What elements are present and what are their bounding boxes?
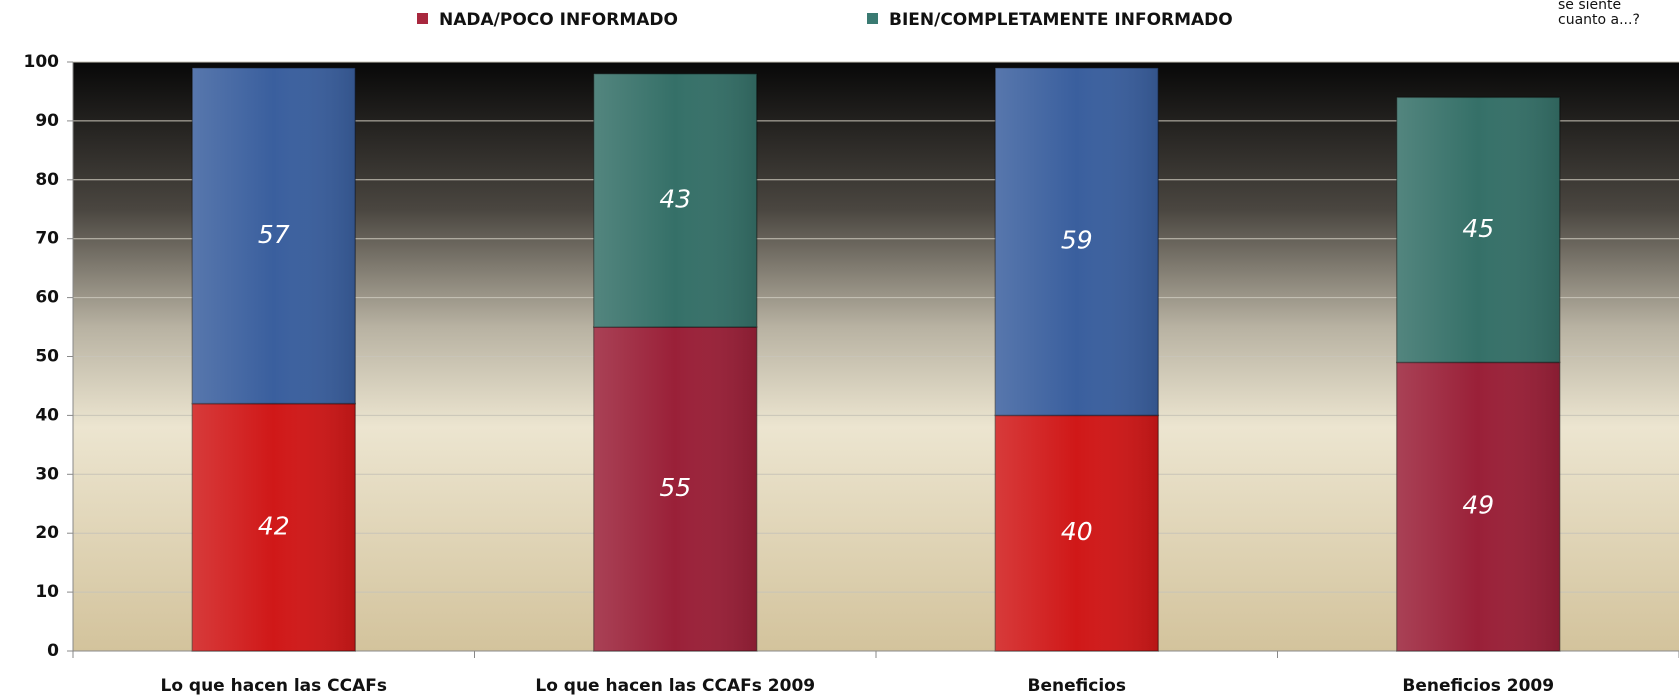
y-tick-label: 40 bbox=[35, 405, 59, 425]
bar-shine bbox=[192, 403, 356, 651]
y-tick-label: 50 bbox=[35, 347, 59, 367]
bar-shine bbox=[593, 327, 757, 651]
annotation: cuanto a...? bbox=[1558, 12, 1640, 28]
y-tick-label: 70 bbox=[35, 229, 59, 249]
legend-label: BIEN/COMPLETAMENTE INFORMADO bbox=[889, 10, 1233, 30]
y-tick-label: 60 bbox=[35, 288, 59, 308]
bar-shine bbox=[1396, 97, 1560, 363]
data-label: 42 bbox=[258, 511, 290, 540]
bar-shine bbox=[593, 73, 757, 328]
data-label: 59 bbox=[1061, 226, 1093, 255]
x-tick-label: Lo que hacen las CCAFs bbox=[160, 676, 387, 696]
bar-shine bbox=[995, 415, 1159, 651]
legend-label: NADA/POCO INFORMADO bbox=[439, 10, 678, 30]
y-tick-label: 30 bbox=[35, 464, 59, 484]
x-tick-label: Beneficios bbox=[1028, 676, 1126, 696]
legend-swatch bbox=[417, 13, 428, 24]
y-tick-label: 10 bbox=[35, 582, 59, 602]
x-tick-label: Beneficios 2009 bbox=[1402, 676, 1554, 696]
y-tick-label: 100 bbox=[24, 52, 60, 72]
y-tick-label: 90 bbox=[35, 111, 59, 131]
y-tick-label: 0 bbox=[47, 641, 59, 661]
bar-shine bbox=[995, 67, 1159, 416]
data-label: 55 bbox=[659, 473, 691, 502]
data-label: 49 bbox=[1462, 491, 1494, 520]
data-label: 40 bbox=[1061, 517, 1093, 546]
y-tick-label: 20 bbox=[35, 523, 59, 543]
legend-swatch bbox=[867, 13, 878, 24]
data-label: 57 bbox=[258, 220, 290, 249]
y-tick-label: 80 bbox=[35, 170, 59, 190]
x-tick-label: Lo que hacen las CCAFs 2009 bbox=[535, 676, 815, 696]
data-label: 45 bbox=[1462, 214, 1494, 243]
bar-shine bbox=[1396, 362, 1560, 651]
bar-shine bbox=[192, 67, 356, 404]
data-label: 43 bbox=[659, 184, 691, 213]
annotation: se siente bbox=[1558, 0, 1621, 13]
